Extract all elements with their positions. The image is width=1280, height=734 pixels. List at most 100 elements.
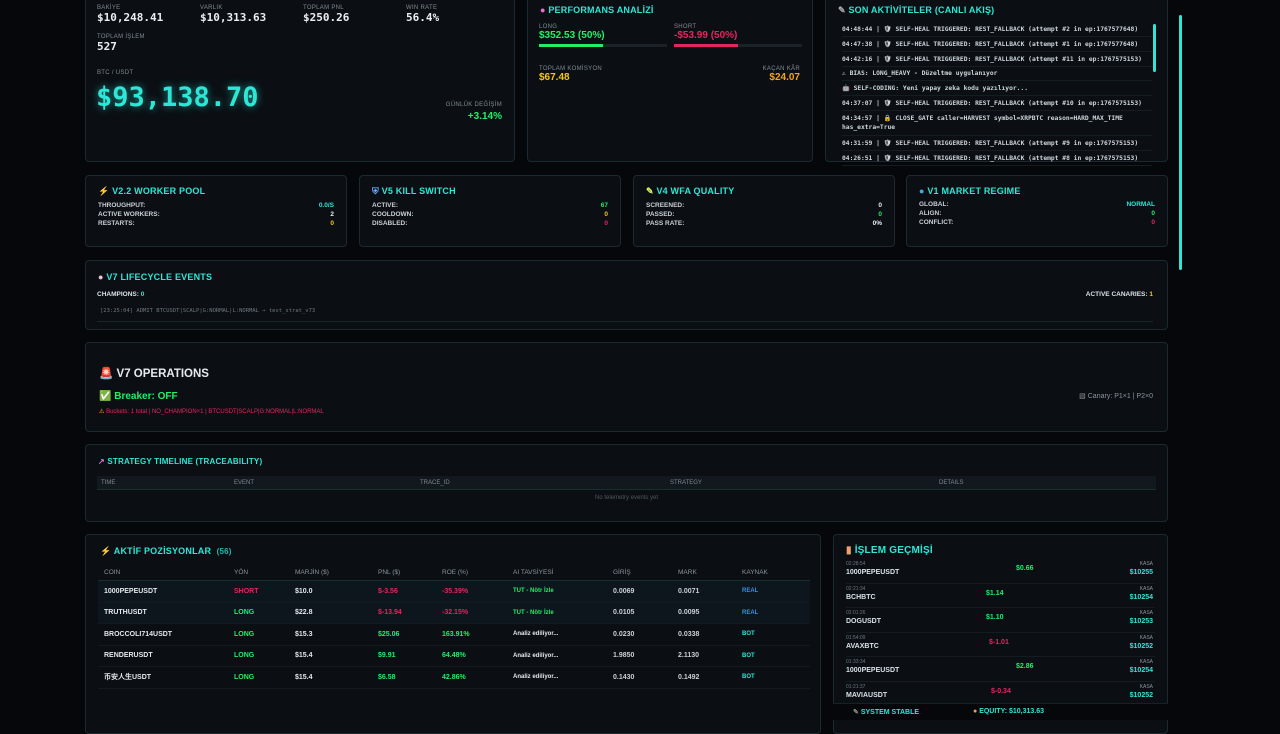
dna-icon: ↗ [98, 457, 105, 466]
position-row[interactable]: RENDERUSDT LONG $15.4 $9.91 64.48% Analiz edi… [98, 645, 810, 667]
stat-value: 0% [872, 220, 882, 227]
history-item[interactable]: 01:33:34 1000PEPEUSDT $2.86 KASA $10254 [846, 657, 1155, 682]
column-header[interactable]: ROE (%) [442, 564, 513, 581]
kill-switch-title: ⛨ V5 KILL SWITCH [372, 186, 456, 196]
worker-pool-title: ⚡ V2.2 WORKER POOL [98, 186, 206, 196]
cell: 0.0095 [678, 602, 742, 624]
stat-label: GLOBAL: [919, 201, 949, 208]
cell: BOT [742, 623, 810, 646]
history-pnl: $-0.34 [991, 687, 1011, 695]
position-row[interactable]: TRUTHUSDT LONG $22.8 $-13.94 -32.15% TUT - Nö… [98, 602, 810, 624]
column-header[interactable]: KAYNAK [742, 564, 810, 581]
cell: LONG [234, 623, 295, 646]
performance-title-text: PERFORMANS ANALİZİ [548, 5, 654, 15]
history-time: 01:21:37 [846, 683, 866, 690]
history-type: KASA [1139, 634, 1153, 641]
column-header[interactable]: AI TAVSİYESİ [513, 564, 613, 581]
market-regime-panel: ● V1 MARKET REGIME GLOBAL: NORMAL ALIGN: 0 C… [906, 175, 1168, 247]
cell: LONG [234, 645, 295, 667]
history-list[interactable]: 02:28:54 1000PEPEUSDT $0.66 KASA $10255 … [846, 559, 1155, 706]
activity-panel: ✎ SON AKTİVİTELER (CANLI AKIŞ) 04:48:44 … [825, 0, 1168, 166]
stat-row: DISABLED: 0 [372, 220, 608, 227]
col-trace-id: TRACE_ID [420, 480, 450, 486]
activity-item: 04:26:51 | 🛡 SELF-HEAL TRIGGERED: REST_F… [842, 151, 1152, 166]
wfa-title: ✎ V4 WFA QUALITY [646, 186, 735, 196]
performance-title: ● PERFORMANS ANALİZİ [540, 5, 654, 15]
page-scrollbar[interactable] [1179, 15, 1182, 270]
position-row[interactable]: BROCCOLI714USDT LONG $15.3 $25.06 163.91% Ana… [98, 623, 810, 646]
activity-item: 04:42:16 | 🛡 SELF-HEAL TRIGGERED: REST_F… [842, 52, 1152, 67]
history-title: ▮ İŞLEM GEÇMİŞİ [846, 545, 933, 556]
cell: 1000PEPEUSDT [98, 580, 234, 603]
cell: BOT [742, 645, 810, 667]
history-coin: DOGUSDT [846, 618, 881, 625]
stat-value: 0.0/s [318, 202, 334, 209]
cell: $22.8 [295, 602, 378, 624]
history-item[interactable]: 02:28:54 1000PEPEUSDT $0.66 KASA $10255 [846, 559, 1155, 584]
history-pnl: $-1.01 [989, 638, 1009, 646]
champions-count: CHAMPIONS: 0 [97, 291, 145, 298]
lifecycle-title: ● V7 LIFECYCLE EVENTS [98, 272, 213, 282]
history-item[interactable]: 02:01:26 DOGUSDT $1.10 KASA $10253 [846, 608, 1155, 633]
stat-row: ALIGN: 0 [919, 210, 1155, 217]
change-value: +3.14% [467, 111, 502, 122]
history-time: 02:28:54 [846, 561, 866, 567]
balance-value: $10,248.41 [97, 11, 164, 24]
commission-value: $67.48 [539, 72, 570, 83]
stat-value: 0 [1151, 219, 1155, 226]
history-item[interactable]: 01:54:09 AVAXBTC $-1.01 KASA $10252 [846, 633, 1155, 657]
position-row[interactable]: 币安人生USDT LONG $15.4 $6.58 42.86% Analiz edili… [98, 666, 810, 689]
cell: $9.91 [378, 645, 442, 667]
timeline-title: ↗ STRATEGY TIMELINE (TRACEABILITY) [98, 457, 263, 466]
column-header[interactable]: MARK [678, 564, 742, 581]
equity-value: $10,313.63 [200, 11, 267, 24]
history-type: KASA [1139, 561, 1153, 567]
activity-feed[interactable]: 04:48:44 | 🛡 SELF-HEAL TRIGGERED: REST_F… [842, 22, 1152, 166]
stat-value: NORMAL [1126, 201, 1155, 208]
col-time: TIME [101, 480, 116, 486]
col-strategy: STRATEGY [670, 480, 702, 486]
cell: 1.9850 [613, 645, 678, 667]
column-header[interactable]: GİRİŞ [613, 564, 678, 581]
stat-label: DISABLED: [372, 220, 408, 227]
brain-icon: ● [540, 5, 546, 15]
history-pnl: $1.10 [986, 614, 1004, 621]
column-header[interactable]: PNL ($) [378, 564, 442, 581]
activity-item: 🤖 SELF-CODING: Yeni yapay zeka kodu yazı… [842, 81, 1152, 96]
activity-scrollbar[interactable] [1153, 24, 1156, 72]
cell: LONG [234, 602, 295, 624]
column-header[interactable]: YÖN [234, 564, 295, 581]
position-row[interactable]: 1000PEPEUSDT SHORT $10.0 $-3.56 -35.39% TUT -… [98, 580, 810, 603]
positions-count: (56) [216, 547, 232, 556]
commission-label: TOPLAM KOMİSYON [539, 66, 603, 72]
pnl-label: TOPLAM PNL [303, 5, 344, 11]
warning-icon: ⚠ [99, 409, 105, 415]
history-coin: BCHBTC [846, 593, 876, 601]
stat-value: 0 [878, 211, 882, 218]
equity-label: VARLIK [200, 5, 223, 11]
globe-icon: ● [919, 186, 925, 196]
stat-value: 0 [330, 220, 334, 227]
missed-value: $24.07 [769, 72, 800, 83]
col-event: EVENT [234, 480, 255, 486]
stat-row: RESTARTS: 0 [98, 220, 334, 227]
column-header[interactable]: COIN [98, 564, 234, 581]
market-regime-title: ● V1 MARKET REGIME [919, 186, 1021, 196]
stat-row: CONFLICT: 0 [919, 219, 1155, 226]
shield-icon: ⛨ [372, 186, 379, 196]
column-header[interactable]: MARJİN ($) [295, 564, 378, 581]
history-item[interactable]: 02:21:34 BCHBTC $1.14 KASA $10254 [846, 584, 1155, 608]
cell: 42.86% [442, 666, 513, 689]
short-label: SHORT [674, 24, 697, 30]
activity-title-text: SON AKTİVİTELER (CANLI AKIŞ) [848, 5, 995, 15]
stat-value: 0 [604, 211, 608, 218]
stat-row: COOLDOWN: 0 [372, 211, 608, 218]
stat-row: THROUGHPUT: 0.0/s [98, 202, 334, 209]
chart-icon: ▧ [1079, 393, 1086, 400]
cell: $6.58 [378, 666, 442, 689]
stat-row: PASS RATE: 0% [646, 220, 882, 227]
cell: 2.1130 [678, 645, 742, 667]
history-type: KASA [1139, 659, 1153, 665]
history-type: KASA [1139, 610, 1153, 616]
worker-pool-panel: ⚡ V2.2 WORKER POOL THROUGHPUT: 0.0/s ACTIV… [85, 175, 347, 247]
